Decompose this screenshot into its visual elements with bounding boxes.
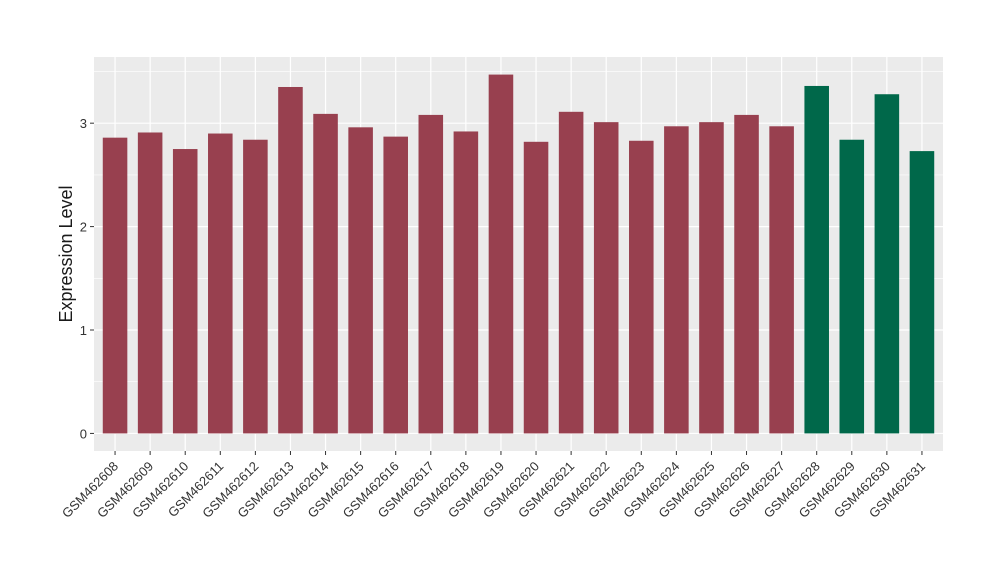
bar-GSM462627 [769,126,794,434]
y-tick-label: 2 [80,220,87,235]
y-tick-label: 0 [80,426,87,441]
bar-GSM462625 [699,122,724,434]
bar-GSM462617 [418,114,444,434]
y-axis-label: Expression Level [56,185,76,322]
bar-GSM462631 [909,151,935,434]
bar-GSM462621 [558,111,584,434]
x-axis: GSM462608GSM462609GSM462610GSM462611GSM4… [59,451,928,521]
y-tick-label: 3 [80,116,87,131]
bar-GSM462624 [664,126,689,434]
bar-GSM462609 [137,132,163,434]
bar-GSM462618 [453,131,479,434]
bar-GSM462628 [804,85,829,434]
bar-GSM462610 [172,149,198,434]
bar-GSM462614 [313,113,338,434]
bar-GSM462623 [629,140,654,434]
bar-GSM462619 [488,74,514,434]
bar-GSM462613 [278,86,303,434]
y-axis: 0 1 2 3 [80,116,94,441]
bar-GSM462626 [734,114,759,434]
minor-gridlines [94,71,943,383]
bar-GSM462615 [348,127,373,434]
bar-GSM462611 [208,133,233,434]
bar-GSM462622 [593,122,619,434]
bars-group [102,74,935,434]
y-tick-label: 1 [80,323,87,338]
bar-GSM462620 [523,141,549,434]
bar-GSM462629 [839,139,865,434]
bar-GSM462608 [102,137,128,434]
bar-GSM462616 [383,136,408,434]
bar-GSM462630 [874,94,900,434]
bar-GSM462612 [243,139,268,434]
